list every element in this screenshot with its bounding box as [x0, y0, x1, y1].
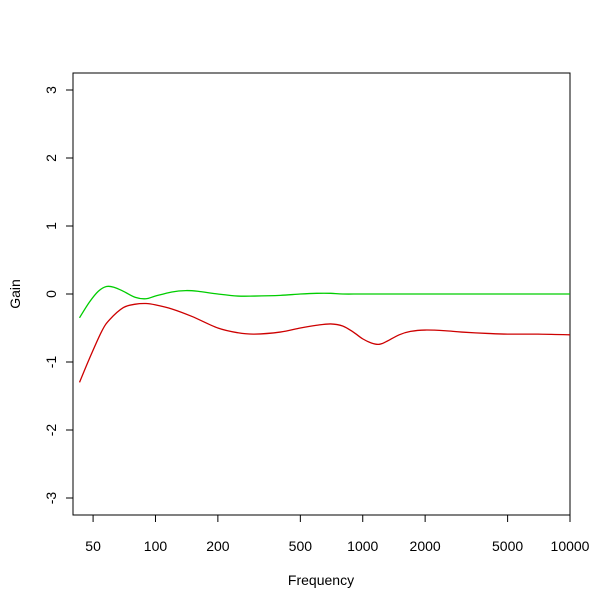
series-line-0 [78, 285, 570, 319]
y-tick-label: 1 [43, 222, 59, 230]
x-tick-label: 100 [144, 538, 168, 554]
x-axis-title: Frequency [288, 572, 354, 588]
y-tick-label: 3 [43, 86, 59, 94]
y-tick-label: 0 [43, 290, 59, 298]
x-tick-label: 5000 [492, 538, 523, 554]
x-tick-label: 2000 [410, 538, 441, 554]
x-tick-label: 50 [85, 538, 101, 554]
y-axis-title: Gain [7, 279, 23, 309]
x-tick-label: 1000 [347, 538, 378, 554]
series-layer [78, 285, 571, 383]
y-tick-label: -2 [43, 424, 59, 437]
series-line-1 [78, 302, 571, 383]
x-tick-label: 500 [289, 538, 313, 554]
x-axis: 50 100 200 500 1000 2000 5000 10000 [85, 514, 590, 554]
y-tick-label: -3 [43, 492, 59, 505]
x-tick-label: 200 [206, 538, 230, 554]
y-axis: -3 -2 -1 0 1 2 3 [43, 86, 74, 505]
x-tick-label: 10000 [551, 538, 590, 554]
y-tick-label: 2 [43, 154, 59, 162]
y-tick-label: -1 [43, 356, 59, 369]
